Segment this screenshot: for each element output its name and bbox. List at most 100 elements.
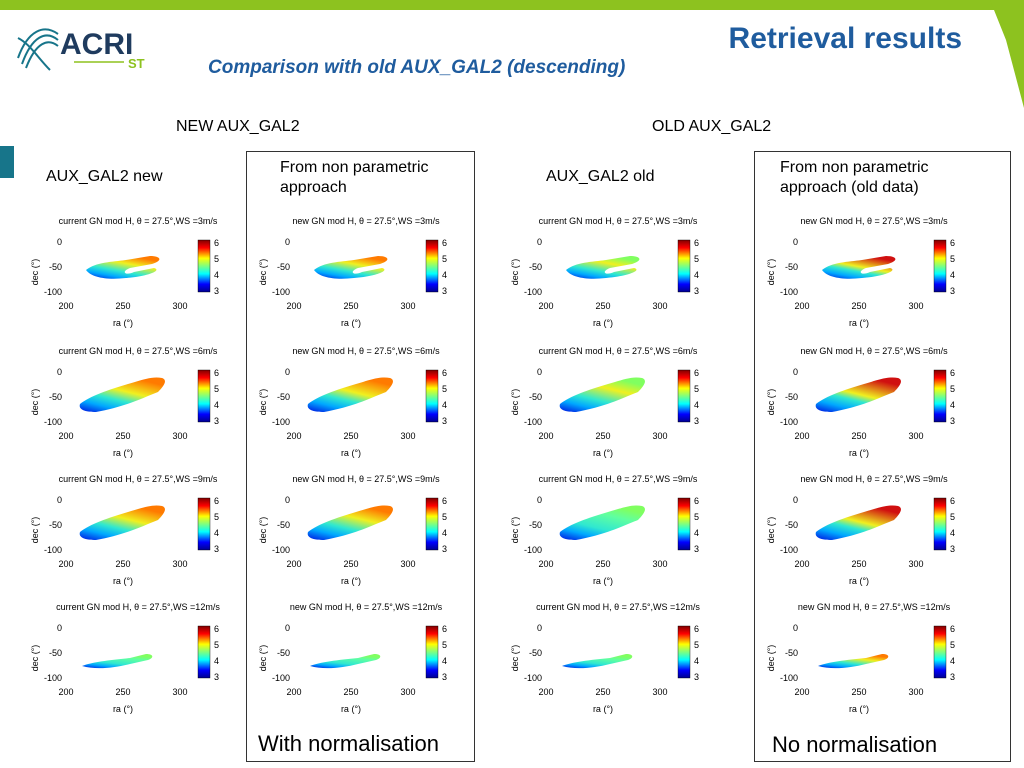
colorbar-tick-label: 4 bbox=[694, 400, 699, 410]
colorbar-tick-label: 6 bbox=[694, 238, 699, 248]
y-tick-label: -50 bbox=[529, 392, 542, 402]
x-tick-label: 200 bbox=[286, 559, 301, 569]
x-tick-label: 250 bbox=[115, 687, 130, 697]
new-left-label: AUX_GAL2 new bbox=[46, 168, 163, 185]
x-tick-label: 250 bbox=[595, 559, 610, 569]
x-tick-label: 250 bbox=[343, 687, 358, 697]
coverage-map bbox=[307, 377, 393, 412]
plot-title: new GN mod H, θ = 27.5°,WS =12m/s bbox=[290, 602, 443, 612]
coverage-map bbox=[815, 377, 901, 412]
x-tick-label: 300 bbox=[908, 431, 923, 441]
x-tick-label: 250 bbox=[343, 559, 358, 569]
colorbar-tick-label: 3 bbox=[950, 672, 955, 682]
x-axis-label: ra (°) bbox=[849, 448, 869, 458]
new-column-heading: NEW AUX_GAL2 bbox=[176, 118, 300, 135]
colorbar-tick-label: 3 bbox=[214, 416, 219, 426]
y-tick-label: 0 bbox=[537, 237, 542, 247]
y-tick-label: 0 bbox=[57, 623, 62, 633]
colorbar-tick-label: 3 bbox=[950, 544, 955, 554]
colorbar-tick-label: 5 bbox=[442, 254, 447, 264]
x-tick-label: 200 bbox=[794, 301, 809, 311]
y-axis-label: dec (°) bbox=[30, 645, 40, 672]
plot-title: new GN mod H, θ = 27.5°,WS =3m/s bbox=[292, 216, 440, 226]
y-tick-label: 0 bbox=[537, 623, 542, 633]
plot-title: current GN mod H, θ = 27.5°,WS =12m/s bbox=[56, 602, 220, 612]
y-tick-label: -100 bbox=[524, 417, 542, 427]
colorbar-tick-label: 6 bbox=[950, 496, 955, 506]
x-tick-label: 200 bbox=[794, 559, 809, 569]
y-tick-label: -50 bbox=[277, 262, 290, 272]
x-axis-label: ra (°) bbox=[849, 318, 869, 328]
colorbar-tick-label: 6 bbox=[442, 624, 447, 634]
plot-title: current GN mod H, θ = 27.5°,WS =3m/s bbox=[539, 216, 698, 226]
y-axis-label: dec (°) bbox=[30, 517, 40, 544]
colorbar bbox=[425, 369, 439, 423]
colorbar bbox=[933, 369, 947, 423]
x-axis-label: ra (°) bbox=[849, 704, 869, 714]
x-tick-label: 200 bbox=[794, 687, 809, 697]
plot-title: current GN mod H, θ = 27.5°,WS =6m/s bbox=[539, 346, 698, 356]
colorbar bbox=[933, 239, 947, 293]
x-tick-label: 300 bbox=[652, 687, 667, 697]
coverage-map bbox=[314, 256, 388, 279]
x-tick-label: 200 bbox=[286, 687, 301, 697]
y-tick-label: 0 bbox=[57, 237, 62, 247]
x-axis-label: ra (°) bbox=[113, 448, 133, 458]
y-tick-label: 0 bbox=[285, 237, 290, 247]
skymap-plot: current GN mod H, θ = 27.5°,WS =12m/s dec… bbox=[510, 596, 718, 718]
y-tick-label: -50 bbox=[49, 392, 62, 402]
coverage-map bbox=[86, 256, 160, 279]
y-tick-label: -50 bbox=[49, 520, 62, 530]
plot-title: new GN mod H, θ = 27.5°,WS =12m/s bbox=[798, 602, 951, 612]
y-tick-label: -50 bbox=[49, 262, 62, 272]
colorbar-tick-label: 6 bbox=[442, 496, 447, 506]
y-tick-label: 0 bbox=[793, 623, 798, 633]
colorbar bbox=[425, 625, 439, 679]
y-tick-label: 0 bbox=[285, 623, 290, 633]
y-axis-label: dec (°) bbox=[510, 517, 520, 544]
colorbar-tick-label: 4 bbox=[950, 270, 955, 280]
skymap-plot: new GN mod H, θ = 27.5°,WS =12m/s dec (°)… bbox=[766, 596, 974, 718]
x-axis-label: ra (°) bbox=[593, 448, 613, 458]
colorbar-tick-label: 3 bbox=[694, 672, 699, 682]
x-axis-label: ra (°) bbox=[113, 576, 133, 586]
plot-title: current GN mod H, θ = 27.5°,WS =12m/s bbox=[536, 602, 700, 612]
colorbar-tick-label: 6 bbox=[214, 496, 219, 506]
colorbar-tick-label: 3 bbox=[214, 672, 219, 682]
colorbar-tick-label: 4 bbox=[694, 528, 699, 538]
y-axis-label: dec (°) bbox=[510, 645, 520, 672]
colorbar-tick-label: 4 bbox=[214, 400, 219, 410]
colorbar-tick-label: 4 bbox=[950, 528, 955, 538]
colorbar-tick-label: 5 bbox=[694, 512, 699, 522]
x-tick-label: 250 bbox=[595, 301, 610, 311]
colorbar-tick-label: 3 bbox=[694, 286, 699, 296]
skymap-plot: current GN mod H, θ = 27.5°,WS =3m/s dec … bbox=[30, 210, 238, 332]
plot-title: new GN mod H, θ = 27.5°,WS =9m/s bbox=[800, 474, 948, 484]
y-tick-label: -50 bbox=[785, 520, 798, 530]
colorbar bbox=[197, 369, 211, 423]
old-box-footer: No normalisation bbox=[772, 732, 938, 757]
new-box-label: From non parametric approach bbox=[280, 159, 429, 196]
skymap-plot: current GN mod H, θ = 27.5°,WS =9m/s dec … bbox=[30, 468, 238, 590]
skymap-plot: new GN mod H, θ = 27.5°,WS =3m/s dec (°) 0… bbox=[258, 210, 466, 332]
colorbar-tick-label: 3 bbox=[950, 416, 955, 426]
colorbar-tick-label: 6 bbox=[214, 624, 219, 634]
y-tick-label: -50 bbox=[49, 648, 62, 658]
y-tick-label: -100 bbox=[780, 673, 798, 683]
x-tick-label: 300 bbox=[400, 301, 415, 311]
y-tick-label: -50 bbox=[529, 262, 542, 272]
y-tick-label: 0 bbox=[537, 367, 542, 377]
header-accent-bar bbox=[0, 0, 1024, 108]
x-tick-label: 250 bbox=[343, 431, 358, 441]
coverage-map bbox=[79, 377, 165, 412]
colorbar-tick-label: 6 bbox=[694, 368, 699, 378]
new-parametric-box bbox=[246, 151, 475, 762]
old-column-heading: OLD AUX_GAL2 bbox=[652, 118, 772, 135]
plot-title: current GN mod H, θ = 27.5°,WS =6m/s bbox=[59, 346, 218, 356]
skymap-plot: current GN mod H, θ = 27.5°,WS =12m/s dec… bbox=[30, 596, 238, 718]
y-tick-label: -50 bbox=[785, 648, 798, 658]
old-box-label: From non parametric approach (old data) bbox=[780, 159, 929, 196]
y-tick-label: -50 bbox=[529, 520, 542, 530]
y-tick-label: -100 bbox=[780, 545, 798, 555]
x-tick-label: 200 bbox=[58, 301, 73, 311]
